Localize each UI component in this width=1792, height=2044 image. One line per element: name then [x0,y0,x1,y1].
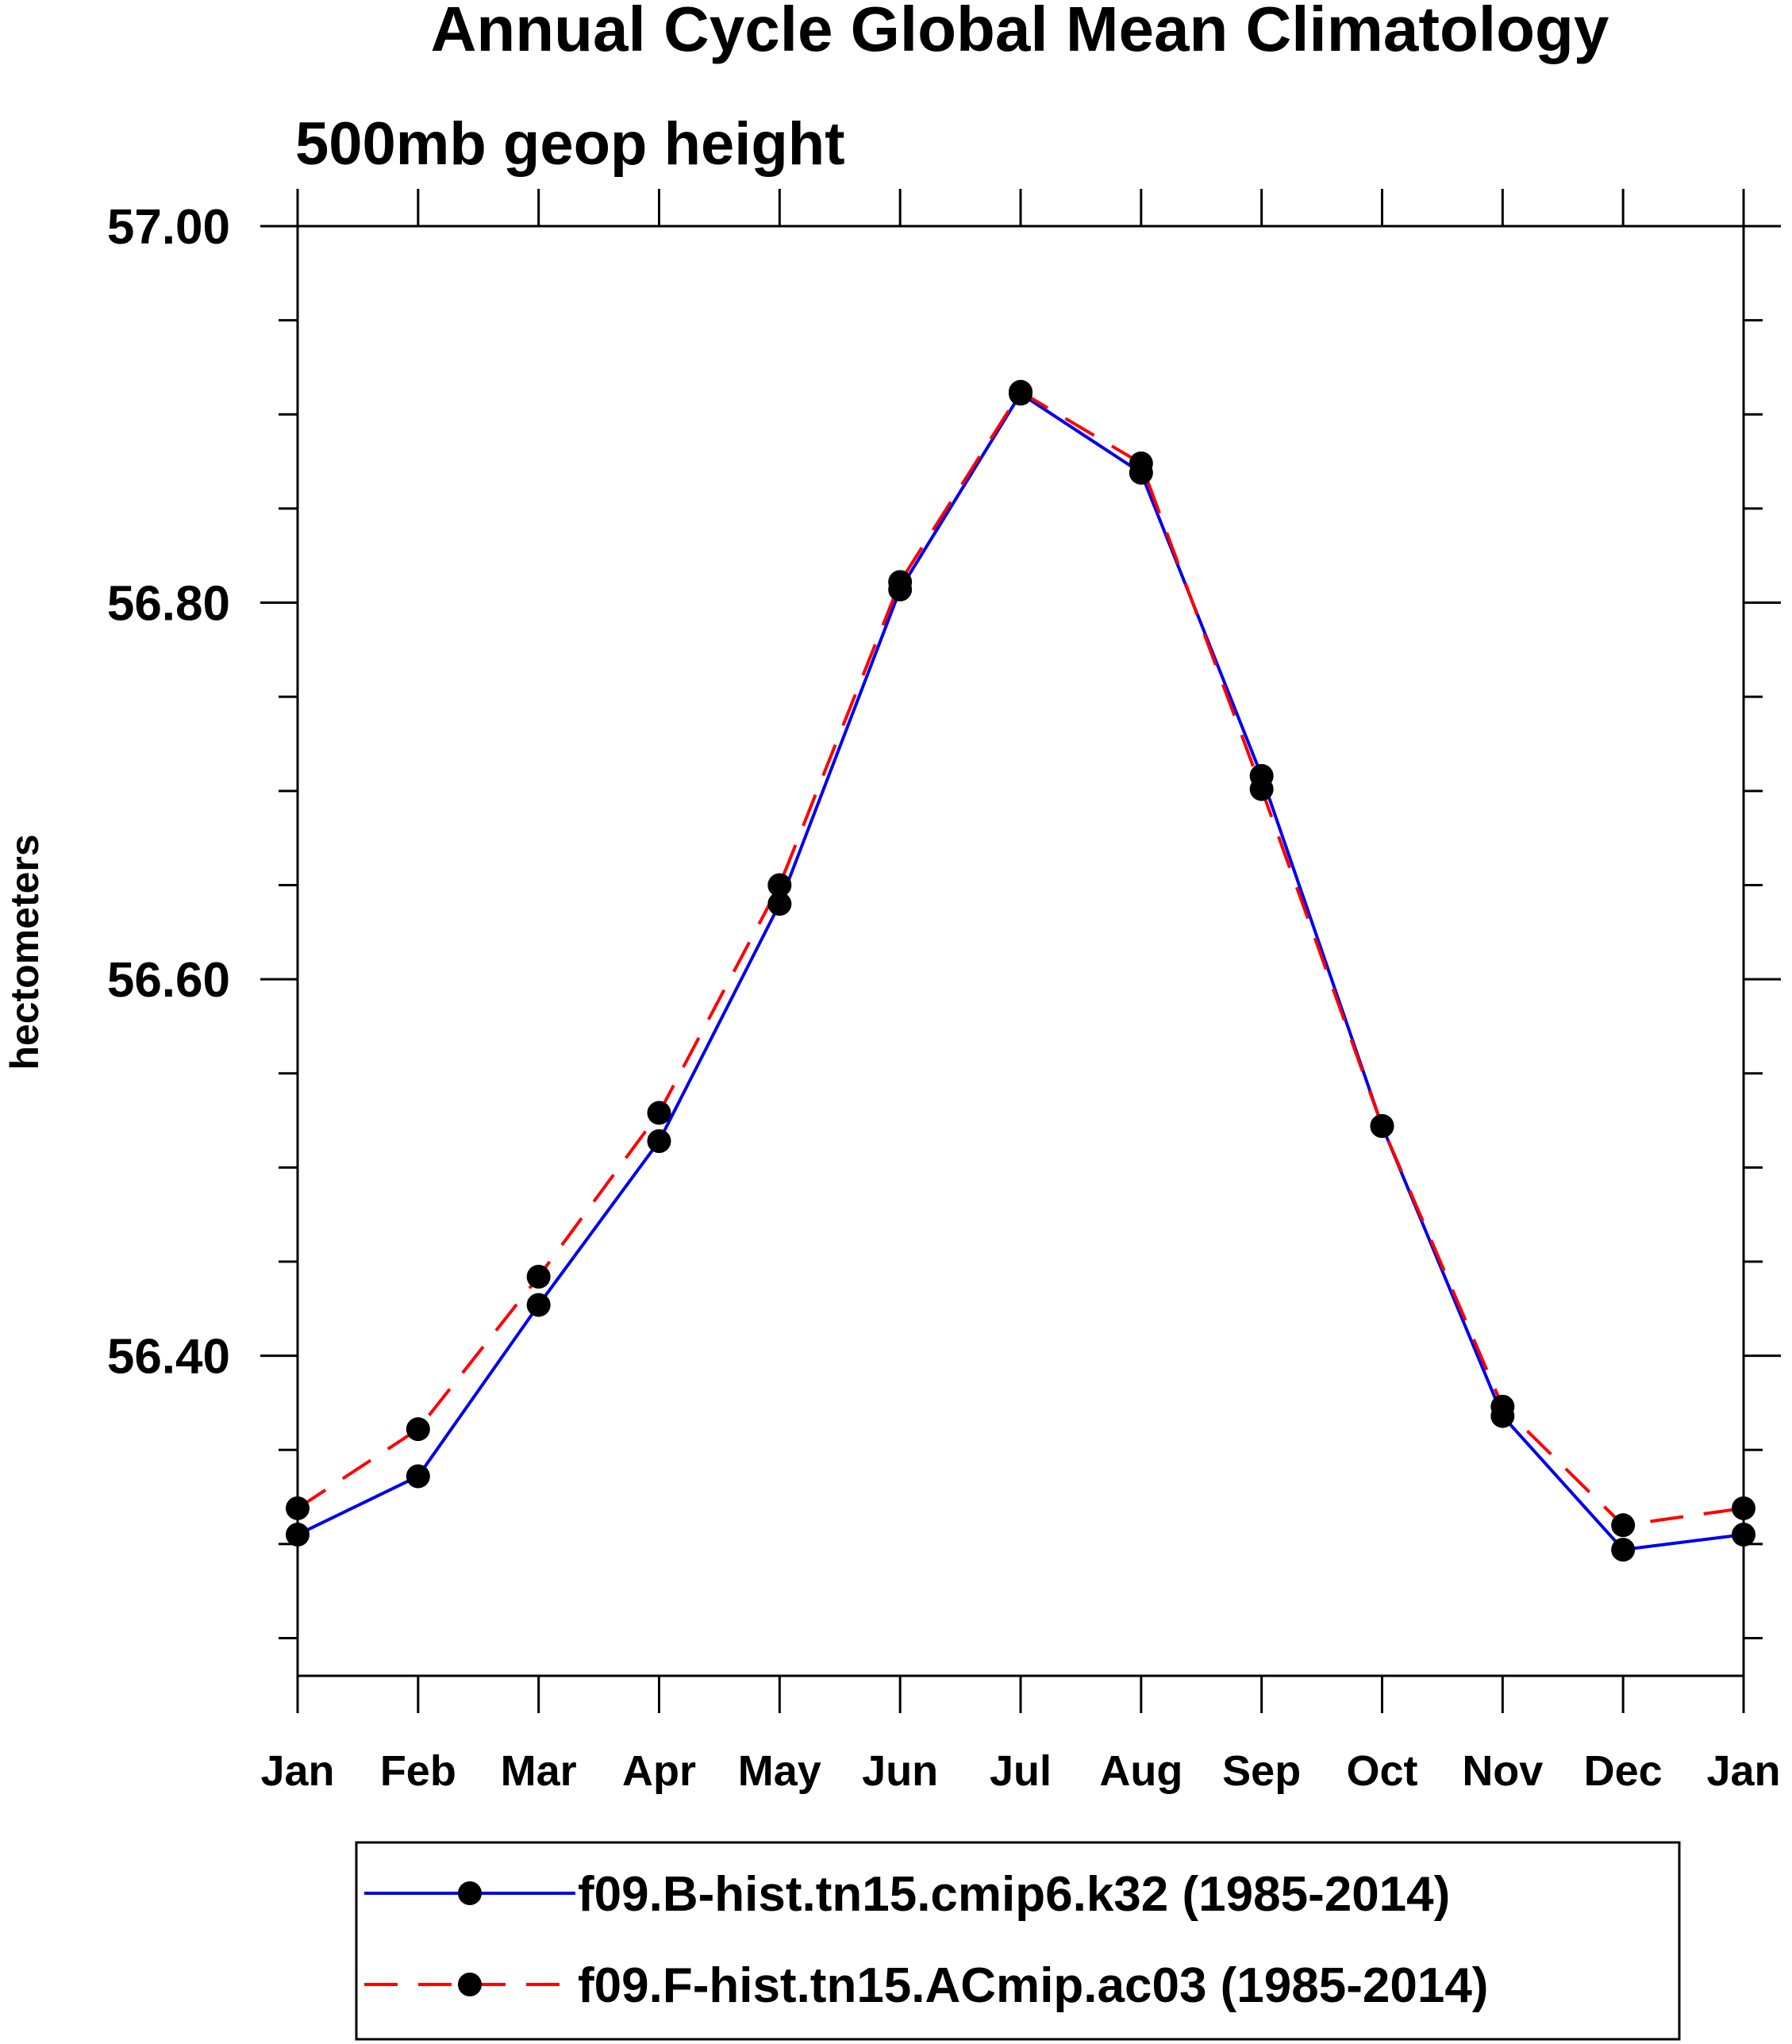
y-tick-label: 56.80 [107,577,230,632]
x-tick-label: Apr [622,1747,696,1795]
series-2-marker [406,1417,430,1442]
series-1-marker [1611,1538,1636,1562]
y-axis-label: hectometers [2,834,47,1070]
series-2-marker [647,1101,671,1125]
chart-subtitle: 500mb geop height [295,110,845,178]
x-tick-label: Feb [380,1747,456,1795]
legend-box [355,1841,1681,2041]
x-tick-label: Sep [1222,1747,1301,1795]
x-tick-label: Nov [1462,1747,1543,1795]
plot-frame [296,225,1745,1677]
series-2-marker [1611,1513,1636,1538]
x-tick-label: Aug [1099,1747,1182,1795]
series-2-marker [767,873,792,897]
x-tick-label: Jun [862,1747,938,1795]
series-2-marker [1129,451,1153,475]
legend-marker-series-2 [458,1973,482,1996]
legend-label-series-1: f09.B-hist.tn15.cmip6.k32 (1985-2014) [578,1867,1450,1922]
legend: f09.B-hist.tn15.cmip6.k32 (1985-2014) f0… [355,1841,1681,2041]
x-tick-label: May [738,1747,821,1795]
x-tick-label: Oct [1346,1747,1417,1795]
x-tick-label: Mar [501,1747,577,1795]
series-2-marker [526,1264,551,1289]
series-2-marker [888,570,913,594]
y-tick-labels: 57.00 56.80 56.60 56.40 [107,200,230,1385]
x-tick-labels: Jan Feb Mar Apr May Jun Jul Aug Sep Oct Nov Dec Jan [260,1747,1780,1795]
y-tick-label: 56.40 [107,1330,230,1385]
series-2-marker [286,1496,310,1520]
series-2-marker [1249,777,1274,801]
series-1-marker [526,1293,551,1317]
legend-marker-series-1 [458,1881,482,1905]
series-1-marker [767,892,792,916]
y-tick-label: 57.00 [107,200,230,255]
series-2-marker [1009,379,1033,404]
series-1-marker [647,1129,671,1154]
series-1-marker [406,1464,430,1489]
chart-title: Annual Cycle Global Mean Climatology [431,0,1609,64]
series-1-marker [286,1523,310,1547]
x-tick-label: Jan [1706,1747,1780,1795]
series-1-marker [1732,1523,1755,1547]
series-layer [286,379,1755,1562]
series-1-line [297,391,1744,1552]
x-tick-label: Dec [1584,1747,1663,1795]
series-2-line [296,390,1744,1527]
x-tick-label: Jul [990,1747,1052,1795]
x-tick-label: Jan [260,1747,334,1795]
series-2-marker [1370,1114,1394,1139]
axis-ticks [260,189,1781,1713]
series-2-marker [1490,1394,1515,1419]
legend-label-series-2: f09.F-hist.tn15.ACmip.ac03 (1985-2014) [578,1958,1488,2013]
series-2-marker [1732,1496,1755,1520]
y-tick-label: 56.60 [107,953,230,1008]
